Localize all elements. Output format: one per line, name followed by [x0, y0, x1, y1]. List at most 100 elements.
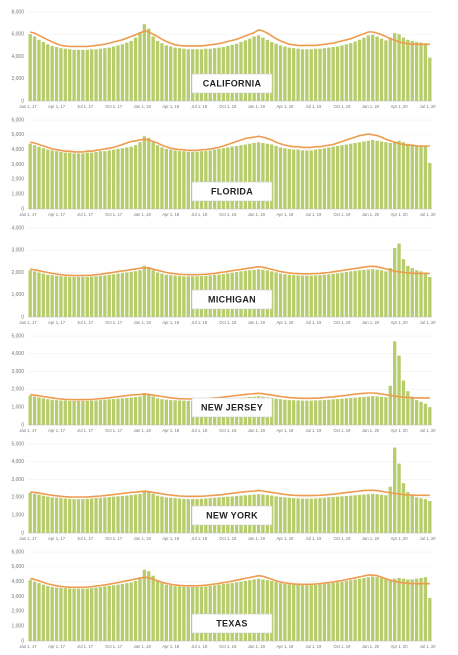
- x-tick-label: Jan 1, 20: [362, 320, 380, 325]
- bar: [248, 143, 252, 209]
- bar: [129, 40, 133, 101]
- bar: [265, 39, 269, 101]
- bar: [226, 147, 230, 209]
- bar: [239, 42, 243, 101]
- x-tick-label: Apr 1, 19: [276, 212, 294, 217]
- x-tick-label: Oct 1, 19: [333, 104, 351, 109]
- bar: [423, 499, 428, 533]
- x-tick-label: Jul 1, 19: [306, 320, 323, 325]
- bar: [226, 45, 230, 101]
- y-tick-label: 1,000: [11, 513, 24, 519]
- bar: [419, 42, 423, 101]
- bar: [340, 145, 344, 209]
- x-tick-label: Jan 1, 20: [362, 644, 380, 649]
- x-tick-label: Jul 1, 19: [306, 104, 323, 109]
- bar: [393, 447, 397, 533]
- bar: [37, 494, 41, 533]
- bar: [54, 587, 59, 641]
- x-tick-label: Jan 1, 20: [362, 212, 380, 217]
- bar: [72, 49, 76, 101]
- bar: [261, 579, 265, 641]
- bar: [397, 463, 401, 533]
- bar: [107, 585, 111, 641]
- bar: [366, 494, 370, 533]
- bar: [331, 582, 335, 641]
- bar: [212, 149, 217, 209]
- bar: [107, 274, 111, 317]
- bar: [103, 399, 107, 425]
- bar: [313, 400, 318, 425]
- bar: [234, 43, 239, 101]
- bar: [375, 494, 379, 533]
- bar: [296, 48, 300, 101]
- bar: [164, 148, 168, 209]
- bar: [230, 44, 234, 101]
- title-box: [191, 73, 273, 94]
- x-tick-label: Apr 1, 20: [391, 212, 409, 217]
- bar: [68, 588, 72, 641]
- bar: [397, 34, 401, 101]
- bar: [138, 142, 142, 209]
- bar: [120, 148, 125, 209]
- x-tick-label: Apr 1, 19: [276, 104, 294, 109]
- bar: [384, 495, 388, 533]
- y-tick-label: 2,000: [11, 270, 24, 276]
- bar: [103, 151, 107, 209]
- y-tick-label: 0: [21, 422, 24, 428]
- bar: [164, 274, 168, 317]
- bar: [177, 151, 182, 209]
- bar: [300, 150, 305, 209]
- bar: [313, 149, 318, 209]
- x-tick-label: Apr 1, 17: [48, 104, 66, 109]
- bar: [208, 585, 212, 641]
- bar: [327, 497, 331, 533]
- bar: [371, 396, 375, 425]
- x-tick-label: Oct 1, 19: [333, 644, 351, 649]
- x-tick-label: Jan 1, 20: [362, 428, 380, 433]
- bar: [414, 400, 419, 425]
- bar: [327, 47, 331, 101]
- bar: [37, 397, 41, 425]
- bar: [353, 142, 357, 209]
- bar: [177, 400, 182, 425]
- bar: [138, 577, 142, 641]
- x-tick-label: Oct 1, 17: [105, 536, 123, 541]
- bar: [234, 145, 239, 209]
- bar: [357, 39, 362, 101]
- bar: [292, 48, 296, 101]
- bar: [349, 271, 353, 317]
- bar: [318, 584, 322, 641]
- bar: [63, 588, 67, 641]
- bar: [362, 269, 366, 317]
- bar: [32, 396, 37, 425]
- bar: [283, 274, 287, 317]
- bar: [401, 142, 406, 209]
- bar: [357, 397, 362, 425]
- bar: [59, 587, 63, 641]
- bar: [375, 396, 379, 425]
- bar: [81, 276, 85, 317]
- bar: [340, 496, 344, 533]
- bar: [68, 49, 72, 101]
- y-tick-label: 5,000: [11, 441, 24, 447]
- bar: [261, 37, 265, 101]
- bar: [186, 49, 190, 101]
- bar: [182, 151, 186, 209]
- bar: [90, 49, 94, 101]
- bar: [125, 495, 129, 533]
- bar: [322, 497, 327, 533]
- bar: [125, 42, 129, 101]
- bar: [274, 145, 278, 209]
- bar: [414, 578, 419, 641]
- bar: [164, 584, 168, 641]
- bar: [327, 274, 331, 317]
- y-tick-label: 4,000: [11, 225, 24, 231]
- bar: [160, 147, 164, 209]
- x-tick-label: Oct 1, 17: [105, 212, 123, 217]
- bar: [331, 399, 335, 425]
- bar: [94, 276, 98, 317]
- bar: [142, 24, 147, 101]
- bar: [169, 585, 173, 641]
- bar: [384, 397, 388, 425]
